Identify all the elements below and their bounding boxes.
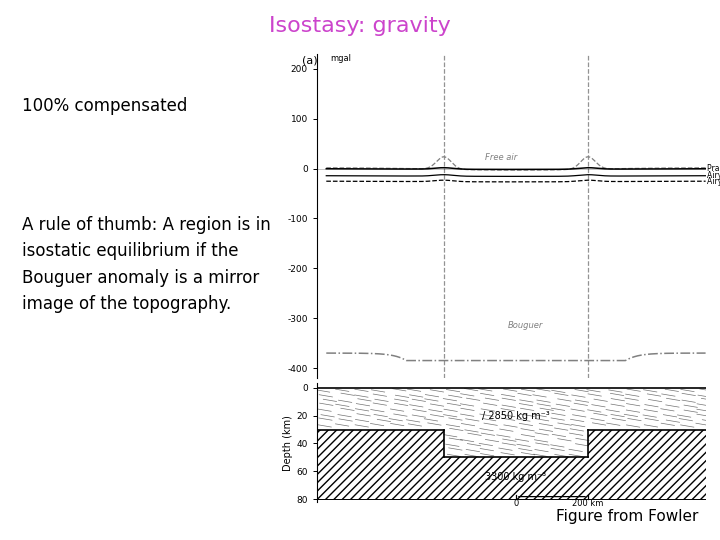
Text: Airy D= 30 km: Airy D= 30 km xyxy=(708,171,720,180)
Text: (a): (a) xyxy=(302,56,318,66)
Text: Free air: Free air xyxy=(485,153,517,161)
Text: A rule of thumb: A region is in
isostatic equilibrium if the
Bouguer anomaly is : A rule of thumb: A region is in isostati… xyxy=(22,216,270,313)
Text: mgal: mgal xyxy=(330,55,351,64)
Text: 100% compensated: 100% compensated xyxy=(22,97,187,115)
Bar xyxy=(444,388,588,457)
Text: 200 km: 200 km xyxy=(572,500,603,508)
Bar xyxy=(588,388,715,429)
Text: Pram D = 80 km: Pram D = 80 km xyxy=(708,164,720,173)
Text: 0: 0 xyxy=(513,500,518,508)
Text: Isostasy: gravity: Isostasy: gravity xyxy=(269,16,451,36)
Text: Figure from Fowler: Figure from Fowler xyxy=(556,509,698,524)
Text: Bouguer: Bouguer xyxy=(508,321,543,330)
Text: 3300 kg m⁻³: 3300 kg m⁻³ xyxy=(485,472,546,482)
Text: / 2850 kg m⁻³: / 2850 kg m⁻³ xyxy=(482,410,550,421)
Text: Airy D= 20 km: Airy D= 20 km xyxy=(708,177,720,186)
Y-axis label: Depth (km): Depth (km) xyxy=(284,415,294,471)
Bar xyxy=(317,388,444,429)
